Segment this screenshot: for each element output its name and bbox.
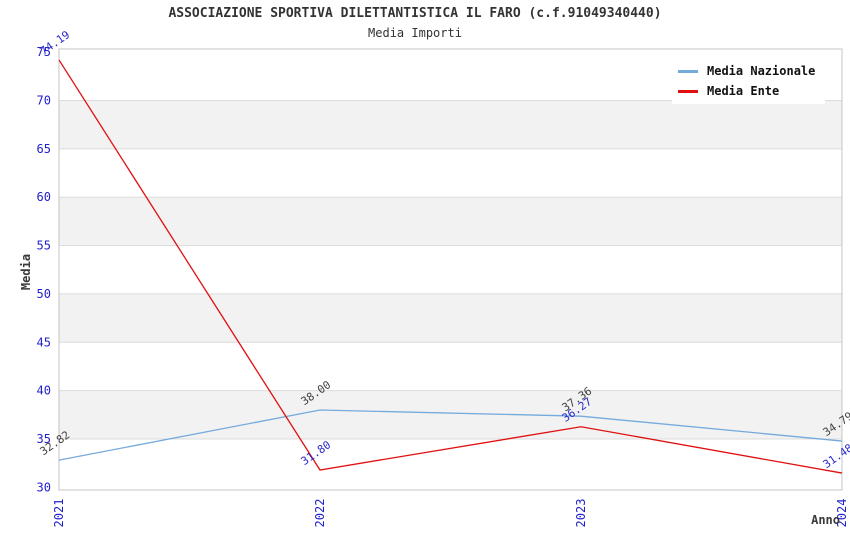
x-tick-label: 2021 <box>52 499 66 528</box>
y-tick-label: 45 <box>37 335 51 349</box>
x-tick-label: 2022 <box>313 499 327 528</box>
chart-title: ASSOCIAZIONE SPORTIVA DILETTANTISTICA IL… <box>168 6 662 21</box>
legend-line-swatch-nazionale <box>678 69 698 73</box>
alternating-band <box>59 100 842 149</box>
y-tick-label: 55 <box>37 239 51 253</box>
y-axis-title: Media <box>19 254 33 290</box>
y-tick-label: 30 <box>37 480 51 494</box>
y-tick-label: 35 <box>37 432 51 446</box>
legend-label-nazionale: Media Nazionale <box>707 64 816 78</box>
y-tick-label: 75 <box>37 45 51 59</box>
y-tick-label: 50 <box>37 287 51 301</box>
x-tick-label: 2023 <box>574 499 588 528</box>
x-tick-label: 2024 <box>835 499 849 528</box>
y-tick-label: 40 <box>37 384 51 398</box>
y-tick-label: 60 <box>37 190 51 204</box>
chart-legend: Media Nazionale Media Ente <box>672 58 826 104</box>
series-line-media-ente <box>58 59 843 474</box>
legend-line-swatch-ente <box>678 89 698 93</box>
y-tick-label: 70 <box>37 93 51 107</box>
y-tick-label: 65 <box>37 142 51 156</box>
legend-item-media-nazionale: Media Nazionale <box>678 61 815 81</box>
plot-frame <box>58 48 843 491</box>
series-line-media-nazionale <box>58 409 843 461</box>
legend-label-ente: Media Ente <box>707 84 780 98</box>
legend-item-media-ente: Media Ente <box>678 81 815 101</box>
alternating-band <box>59 390 842 440</box>
chart-subtitle: Media Importi <box>368 26 462 40</box>
alternating-band <box>59 293 842 343</box>
alternating-band <box>59 197 842 246</box>
x-axis-title: Anno <box>811 513 840 527</box>
